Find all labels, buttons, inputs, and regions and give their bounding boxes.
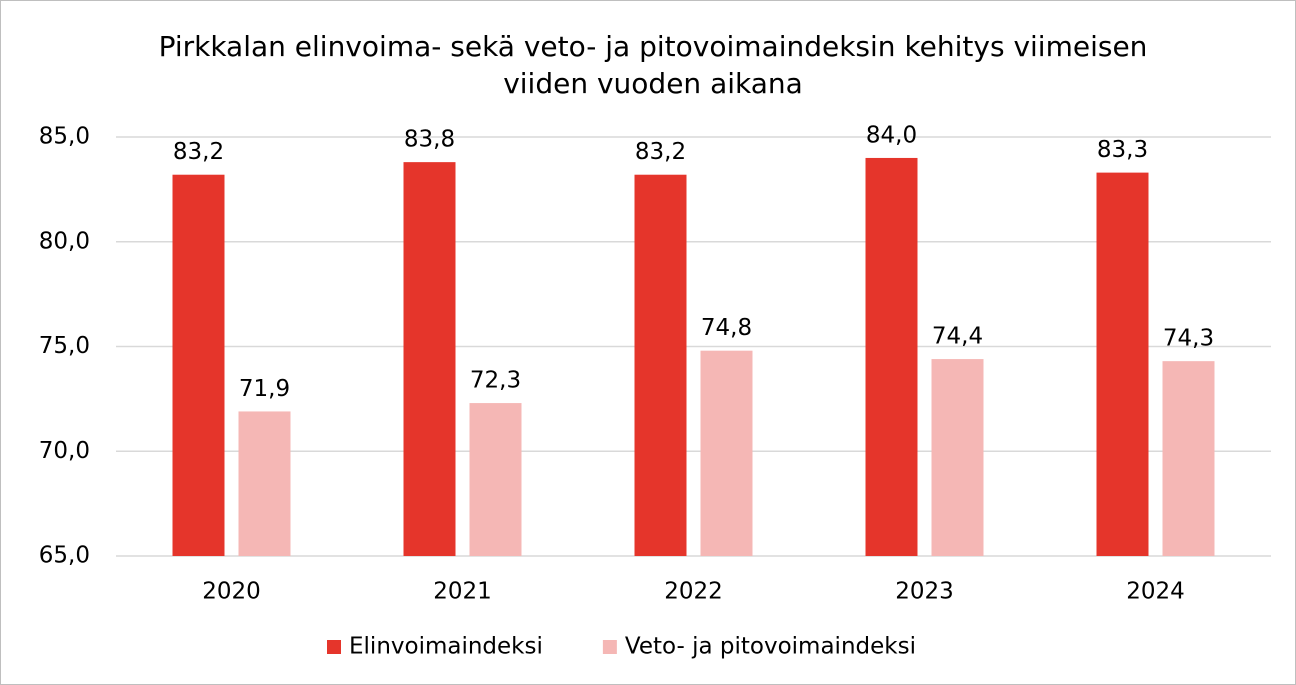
value-label: 84,0: [866, 122, 917, 148]
bar: [172, 174, 225, 556]
legend-swatch: [327, 640, 341, 654]
bar: [700, 350, 753, 556]
bar: [1096, 172, 1149, 557]
y-tick-label: 65,0: [39, 543, 90, 569]
bar: [931, 359, 984, 556]
value-label: 74,3: [1163, 326, 1214, 352]
chart-title: Pirkkalan elinvoima- sekä veto- ja pitov…: [158, 30, 1148, 100]
x-tick-label: 2024: [1126, 579, 1185, 605]
value-label: 83,8: [404, 127, 455, 153]
legend-label: Veto- ja pitovoimaindeksi: [625, 634, 916, 660]
legend-swatch: [602, 640, 617, 654]
value-label: 83,2: [635, 139, 686, 165]
x-tick-label: 2020: [202, 579, 261, 605]
bar: [865, 157, 918, 556]
bar: [403, 162, 456, 556]
y-tick-label: 75,0: [39, 333, 90, 359]
y-tick-label: 80,0: [39, 228, 90, 254]
x-tick-label: 2023: [895, 579, 954, 605]
value-label: 83,3: [1097, 137, 1148, 163]
y-tick-label: 70,0: [39, 438, 90, 464]
value-label: 74,8: [701, 315, 752, 341]
value-label: 71,9: [239, 376, 290, 402]
bar: [469, 403, 522, 556]
y-tick-label: 85,0: [39, 124, 90, 150]
value-label: 83,2: [173, 139, 224, 165]
legend-label: Elinvoimaindeksi: [349, 634, 543, 660]
bar: [634, 174, 687, 556]
value-label: 74,4: [932, 324, 983, 350]
x-tick-label: 2021: [433, 579, 492, 605]
bar: [238, 411, 291, 556]
x-tick-label: 2022: [664, 579, 723, 605]
value-label: 72,3: [470, 368, 521, 394]
bar: [1162, 361, 1215, 556]
